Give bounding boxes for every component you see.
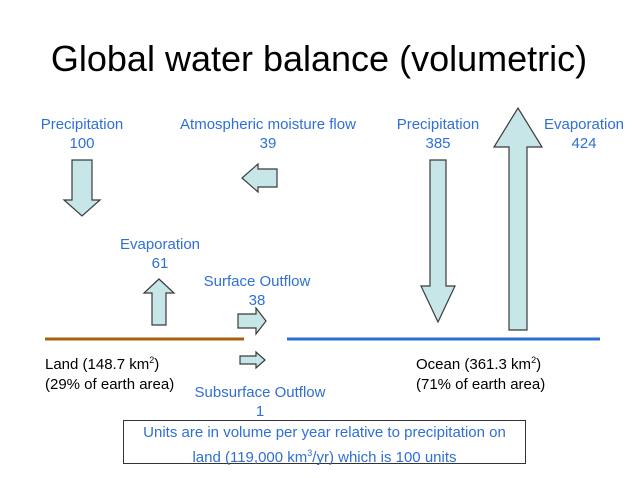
atmospheric-flow-label: Atmospheric moisture flow 39 bbox=[160, 115, 376, 153]
precipitation-ocean-value: 385 bbox=[425, 135, 451, 152]
surface-outflow-arrow bbox=[237, 306, 267, 336]
precipitation-land-label: Precipitation 100 bbox=[22, 115, 142, 153]
evaporation-ocean-value: 424 bbox=[571, 135, 597, 152]
ocean-description: Ocean (361.3 km2) (71% of earth area) bbox=[416, 350, 616, 395]
precipitation-land-arrow bbox=[62, 159, 102, 217]
evaporation-ocean-name: Evaporation bbox=[543, 116, 625, 133]
subsurface-outflow-value: 1 bbox=[255, 403, 265, 420]
evaporation-land-arrow bbox=[142, 278, 176, 326]
surface-outflow-value: 38 bbox=[248, 292, 266, 309]
subsurface-outflow-arrow bbox=[239, 350, 266, 370]
evaporation-ocean-label: Evaporation 424 bbox=[530, 115, 638, 153]
surface-outflow-label: Surface Outflow 38 bbox=[190, 272, 324, 310]
subsurface-outflow-name: Subsurface Outflow bbox=[194, 384, 326, 401]
land-description: Land (148.7 km2) (29% of earth area) bbox=[45, 350, 245, 395]
ocean-percent-text: (71% of earth area) bbox=[416, 376, 546, 393]
atmospheric-flow-arrow bbox=[241, 162, 278, 194]
land-area-text: Land (148.7 km2) bbox=[45, 355, 160, 373]
subsurface-outflow-label: Subsurface Outflow 1 bbox=[182, 383, 338, 421]
surface-outflow-name: Surface Outflow bbox=[203, 273, 311, 290]
precipitation-ocean-arrow bbox=[420, 159, 456, 324]
evaporation-ocean-arrow bbox=[492, 106, 544, 331]
evaporation-land-label: Evaporation 61 bbox=[100, 235, 220, 273]
precipitation-ocean-label: Precipitation 385 bbox=[378, 115, 498, 153]
ocean-area-text: Ocean (361.3 km2) bbox=[416, 355, 542, 373]
atmospheric-flow-name: Atmospheric moisture flow bbox=[180, 116, 356, 133]
units-note-line2: land (119,000 km3/yr) which is 100 units bbox=[192, 448, 457, 466]
precipitation-land-value: 100 bbox=[69, 135, 95, 152]
units-note-box: Units are in volume per year relative to… bbox=[123, 420, 526, 466]
diagram-title: Global water balance (volumetric) bbox=[50, 38, 588, 79]
precipitation-land-name: Precipitation bbox=[40, 116, 124, 133]
land-percent-text: (29% of earth area) bbox=[45, 376, 175, 393]
evaporation-land-value: 61 bbox=[151, 255, 169, 272]
units-note-line1: Units are in volume per year relative to… bbox=[143, 424, 506, 441]
atmospheric-flow-value: 39 bbox=[259, 135, 277, 152]
precipitation-ocean-name: Precipitation bbox=[396, 116, 480, 133]
evaporation-land-name: Evaporation bbox=[119, 236, 201, 253]
